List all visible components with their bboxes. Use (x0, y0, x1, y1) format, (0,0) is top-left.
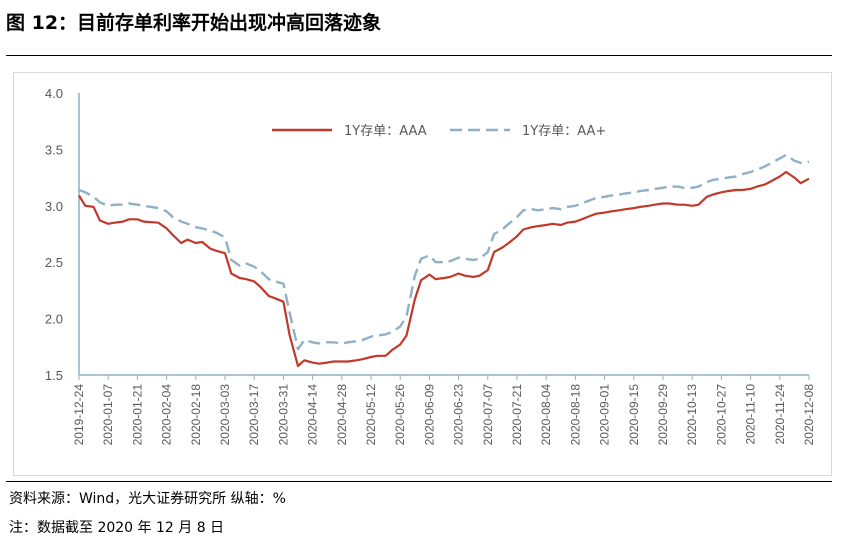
y-tick-label: 2.0 (45, 312, 63, 327)
y-tick-label: 3.5 (45, 142, 63, 157)
figure-title: 图 12：目前存单利率开始出现冲高回落迹象 (6, 12, 382, 34)
x-tick-label: 2020-03-17 (247, 384, 261, 446)
series-aaa-line (78, 170, 810, 368)
x-tick-label: 2020-09-29 (656, 384, 670, 446)
legend-label-aaa: 1Y存单：AAA (344, 124, 427, 139)
x-tick-label: 2020-04-28 (335, 384, 349, 446)
x-tick-label: 2020-02-04 (160, 384, 174, 446)
x-tick-label: 2020-08-18 (568, 384, 582, 446)
y-tick-label: 2.5 (45, 255, 63, 270)
x-tick-label: 2020-04-14 (306, 384, 320, 446)
x-tick-label: 2020-07-21 (510, 384, 524, 446)
y-tick-label: 3.0 (45, 199, 63, 214)
x-tick-label: 2020-11-10 (744, 384, 758, 445)
series-aa-plus-line (78, 153, 810, 351)
x-tick-label: 2020-05-12 (364, 384, 378, 446)
x-tick-label: 2020-06-23 (452, 384, 466, 446)
x-tick-label: 2020-10-27 (714, 384, 728, 446)
footnote: 注：数据截至 2020 年 12 月 8 日 (9, 520, 225, 536)
x-tick-label: 2020-12-08 (802, 384, 816, 446)
x-tick-label: 2020-10-13 (685, 384, 699, 446)
line-chart: 4.0 3.5 3.0 2.5 2.0 1.5 2019-12-24 2020-01-07 20… (45, 86, 816, 446)
x-tick-label: 2020-07-07 (481, 384, 495, 446)
source-note: 资料来源：Wind，光大证券研究所 纵轴：% (9, 491, 286, 507)
x-tick-label: 2020-03-03 (218, 384, 232, 446)
x-tick-label: 2020-01-21 (130, 384, 144, 446)
footer-divider (6, 481, 832, 482)
chart-frame: 4.0 3.5 3.0 2.5 2.0 1.5 2019-12-24 2020-01-07 20… (13, 72, 832, 476)
x-tick-label: 2020-08-04 (539, 384, 553, 446)
x-tick-label: 2020-01-07 (101, 384, 115, 446)
x-tick-label: 2020-11-24 (773, 384, 787, 445)
x-tick-label: 2020-03-31 (276, 384, 290, 446)
legend-label-aa-plus: 1Y存单：AA+ (522, 124, 606, 139)
y-tick-label: 1.5 (45, 368, 63, 383)
x-tick-label: 2020-06-09 (422, 384, 436, 446)
x-tick-label: 2020-05-26 (393, 384, 407, 446)
x-tick-label: 2020-09-15 (627, 384, 641, 446)
y-tick-label: 4.0 (45, 86, 63, 101)
title-divider (6, 55, 832, 56)
x-tick-label: 2020-02-18 (189, 384, 203, 446)
x-tick-label: 2019-12-24 (72, 384, 86, 446)
x-tick-label: 2020-09-01 (598, 384, 612, 446)
